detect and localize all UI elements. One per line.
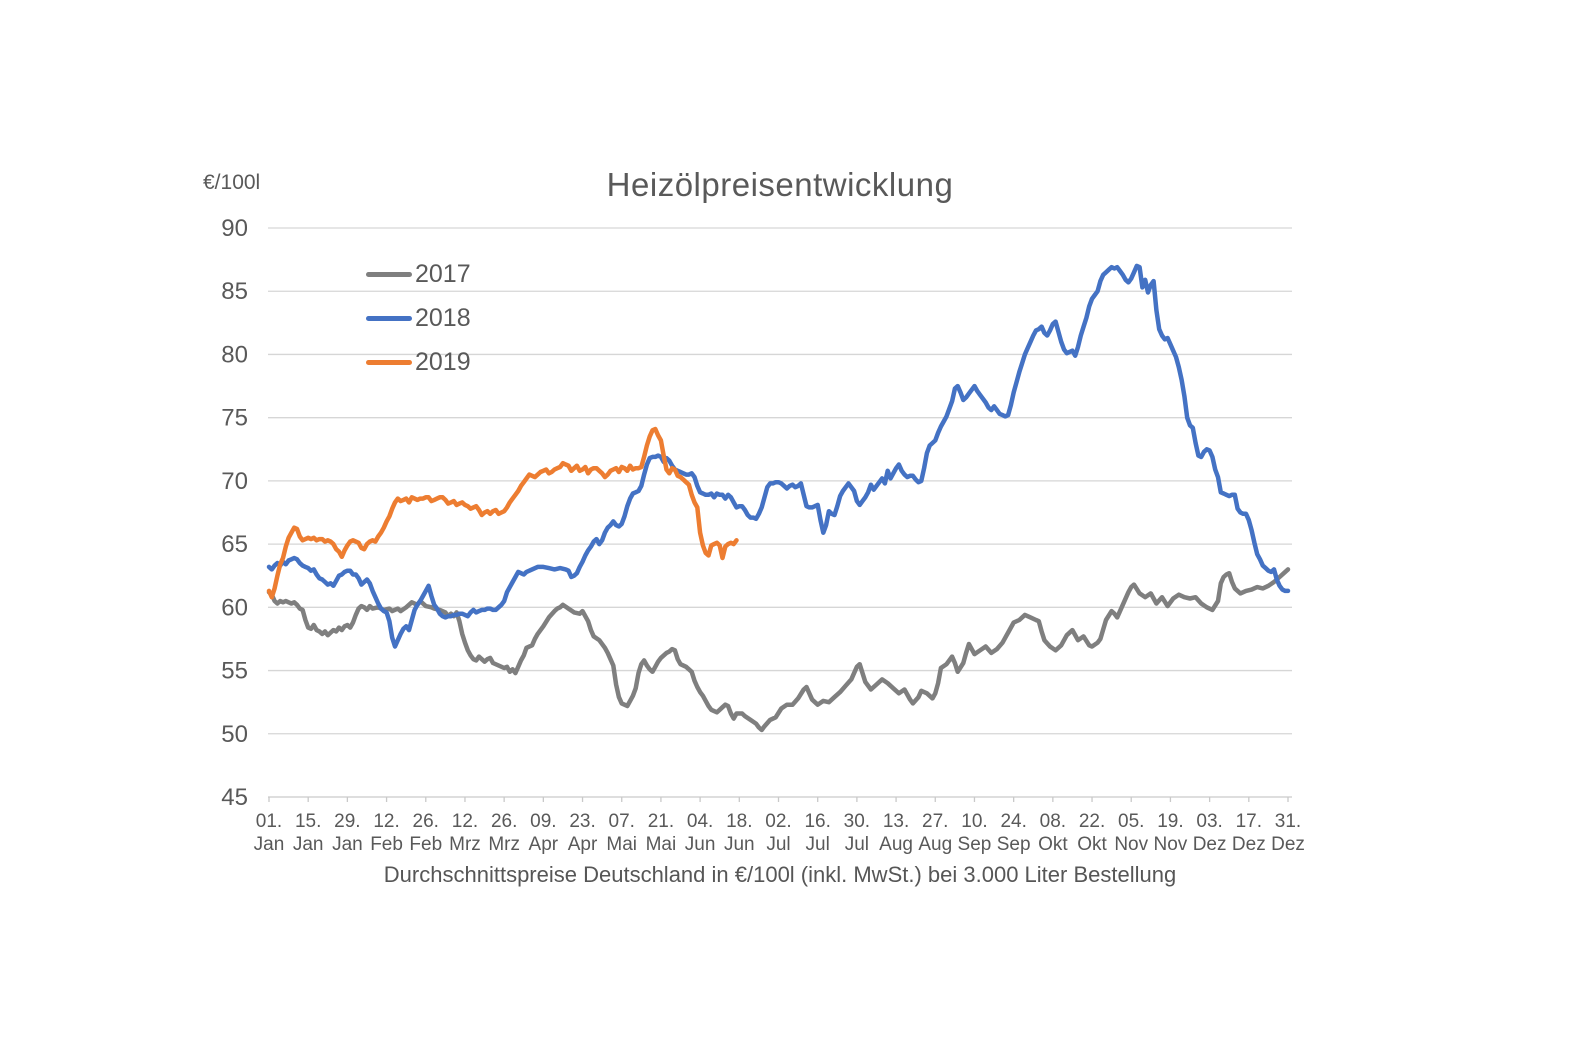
x-tick-label-month: Jul: [806, 834, 830, 855]
x-tick-label-day: 02.: [765, 811, 791, 832]
x-tick-label-month: Nov: [1154, 834, 1188, 855]
y-tick-label: 85: [221, 278, 248, 305]
x-tick-label-day: 24.: [1000, 811, 1026, 832]
x-tick-label-month: Mai: [646, 834, 677, 855]
x-tick-label-day: 19.: [1157, 811, 1183, 832]
legend-item-2018: 2018: [366, 296, 471, 340]
x-tick-label-month: Aug: [918, 834, 952, 855]
x-tick-label-day: 12.: [373, 811, 399, 832]
x-tick-label-day: 13.: [883, 811, 909, 832]
x-tick-label-month: Jul: [766, 834, 790, 855]
chart-title: Heizölpreisentwicklung: [606, 166, 954, 203]
x-tick-label-month: Feb: [370, 834, 403, 855]
x-tick-label-day: 10.: [961, 811, 987, 832]
y-tick-label: 45: [221, 784, 248, 811]
legend-label: 2017: [415, 259, 471, 288]
x-tick-label-month: Okt: [1077, 834, 1107, 855]
x-tick-label-month: Okt: [1038, 834, 1068, 855]
x-tick-label-month: Aug: [879, 834, 913, 855]
x-tick-label-month: Dez: [1271, 834, 1305, 855]
x-tick-label-day: 26.: [413, 811, 439, 832]
x-tick-label-day: 05.: [1118, 811, 1144, 832]
x-tick-label-day: 07.: [609, 811, 635, 832]
y-tick-label: 75: [221, 405, 248, 432]
x-tick-label-day: 27.: [922, 811, 948, 832]
y-tick-label: 70: [221, 468, 248, 495]
series-line-2017: [266, 567, 1291, 733]
x-tick-label-day: 29.: [334, 811, 360, 832]
legend-label: 2018: [415, 303, 471, 332]
x-tick-label-day: 22.: [1079, 811, 1105, 832]
legend: 2017 2018 2019: [366, 252, 471, 384]
x-tick-label-month: Feb: [409, 834, 442, 855]
y-tick-label: 50: [221, 721, 248, 748]
x-tick-label-day: 21.: [648, 811, 674, 832]
x-tick-label-month: Dez: [1232, 834, 1266, 855]
x-tick-label-day: 12.: [452, 811, 478, 832]
y-tick-label: 55: [221, 658, 248, 685]
x-tick-label-day: 31.: [1275, 811, 1301, 832]
x-tick-label-month: Mai: [606, 834, 637, 855]
x-tick-label-month: Nov: [1114, 834, 1148, 855]
x-tick-label-month: Mrz: [488, 834, 520, 855]
y-tick-label: 80: [221, 341, 248, 368]
legend-item-2019: 2019: [366, 340, 471, 384]
x-tick-label-day: 26.: [491, 811, 517, 832]
x-tick-label-month: Jun: [685, 834, 716, 855]
y-tick-label: 60: [221, 594, 248, 621]
x-tick-label-day: 03.: [1196, 811, 1222, 832]
x-tick-label-month: Sep: [997, 834, 1031, 855]
legend-swatch-2019: [366, 359, 412, 365]
x-tick-label-day: 18.: [726, 811, 752, 832]
x-tick-label-day: 23.: [569, 811, 595, 832]
x-tick-label-day: 01.: [256, 811, 282, 832]
x-tick-label-month: Jul: [845, 834, 869, 855]
x-tick-label-day: 16.: [804, 811, 830, 832]
x-tick-label-month: Jan: [332, 834, 363, 855]
y-tick-label: 65: [221, 531, 248, 558]
x-tick-label-month: Apr: [529, 834, 559, 855]
series-line-2018: [266, 263, 1291, 649]
x-tick-label-month: Mrz: [449, 834, 481, 855]
series-line-2019: [266, 426, 739, 600]
x-tick-label-day: 15.: [295, 811, 321, 832]
x-tick-label-month: Jan: [254, 834, 285, 855]
chart-caption: Durchschnittspreise Deutschland in €/100…: [383, 862, 1177, 887]
x-tick-label-day: 17.: [1236, 811, 1262, 832]
x-tick-label-day: 04.: [687, 811, 713, 832]
x-tick-label-month: Apr: [568, 834, 598, 855]
x-tick-label-day: 09.: [530, 811, 556, 832]
x-tick-label-month: Jan: [293, 834, 324, 855]
x-tick-label-day: 30.: [844, 811, 870, 832]
x-tick-label-day: 08.: [1040, 811, 1066, 832]
x-tick-label-month: Jun: [724, 834, 755, 855]
x-tick-label-month: Dez: [1193, 834, 1227, 855]
legend-swatch-2017: [366, 271, 412, 277]
legend-swatch-2018: [366, 315, 412, 321]
y-tick-label: 90: [221, 215, 248, 242]
legend-item-2017: 2017: [366, 252, 471, 296]
y-axis-unit-label: €/100l: [203, 171, 261, 194]
legend-label: 2019: [415, 347, 471, 376]
x-tick-label-month: Sep: [958, 834, 992, 855]
